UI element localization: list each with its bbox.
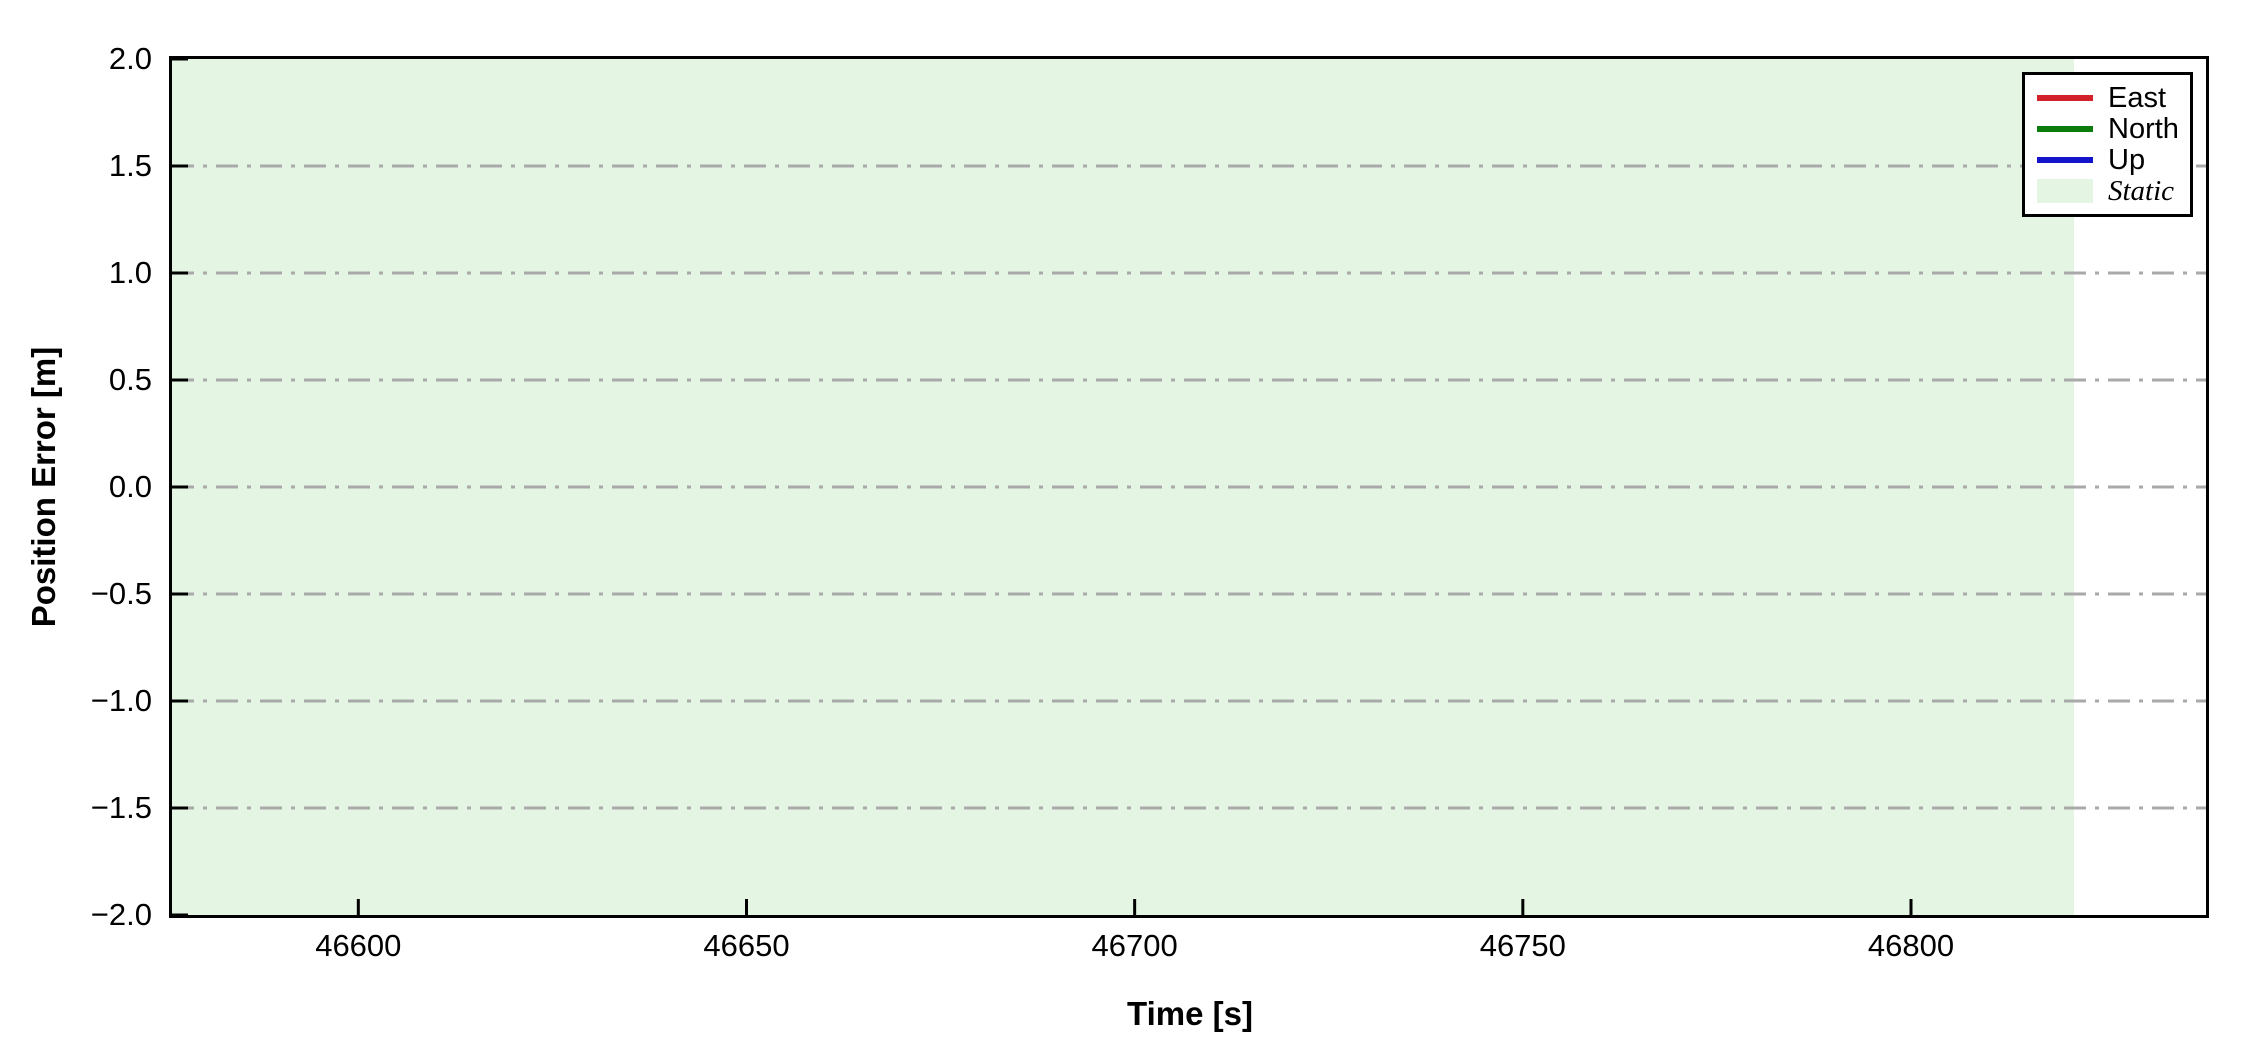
legend-entry-east: East — [2037, 83, 2180, 114]
legend-label-up: Up — [2108, 143, 2146, 176]
y-tick-label: 0.5 — [108, 362, 152, 397]
x-tick-label: 46750 — [1479, 928, 1566, 963]
x-tick-label: 46600 — [315, 928, 402, 963]
legend-label-east: East — [2108, 81, 2167, 114]
y-tick-label: −1.0 — [90, 683, 152, 718]
gridlines-and-ticks — [172, 59, 2206, 915]
x-tick-label: 46700 — [1091, 928, 1178, 963]
x-tick-label: 46800 — [1867, 928, 1955, 963]
static-patch-swatch — [2037, 179, 2093, 203]
y-axis-title: Position Error [m] — [25, 346, 62, 628]
y-tick-label: 1.5 — [108, 148, 152, 183]
legend-entry-static: Static — [2037, 176, 2180, 207]
legend-entry-up: Up — [2037, 145, 2180, 176]
north-line-swatch — [2037, 126, 2093, 132]
plot-area — [169, 56, 2209, 918]
y-tick-label: 0.0 — [108, 469, 152, 504]
legend-label-static: Static — [2108, 174, 2175, 207]
y-tick-label: 2.0 — [108, 41, 152, 76]
x-tick-label: 46650 — [703, 928, 790, 963]
up-line-swatch — [2037, 157, 2093, 163]
legend-entry-north: North — [2037, 114, 2180, 145]
x-axis-title: Time [s] — [1127, 995, 1253, 1032]
y-tick-label: −0.5 — [90, 576, 152, 611]
y-tick-label: −2.0 — [90, 897, 152, 932]
legend-label-north: North — [2108, 112, 2179, 145]
east-line-swatch — [2037, 95, 2093, 101]
y-tick-label: −1.5 — [90, 790, 152, 825]
y-tick-label: 1.0 — [108, 255, 152, 290]
legend-box: East North Up Static — [2022, 72, 2193, 217]
